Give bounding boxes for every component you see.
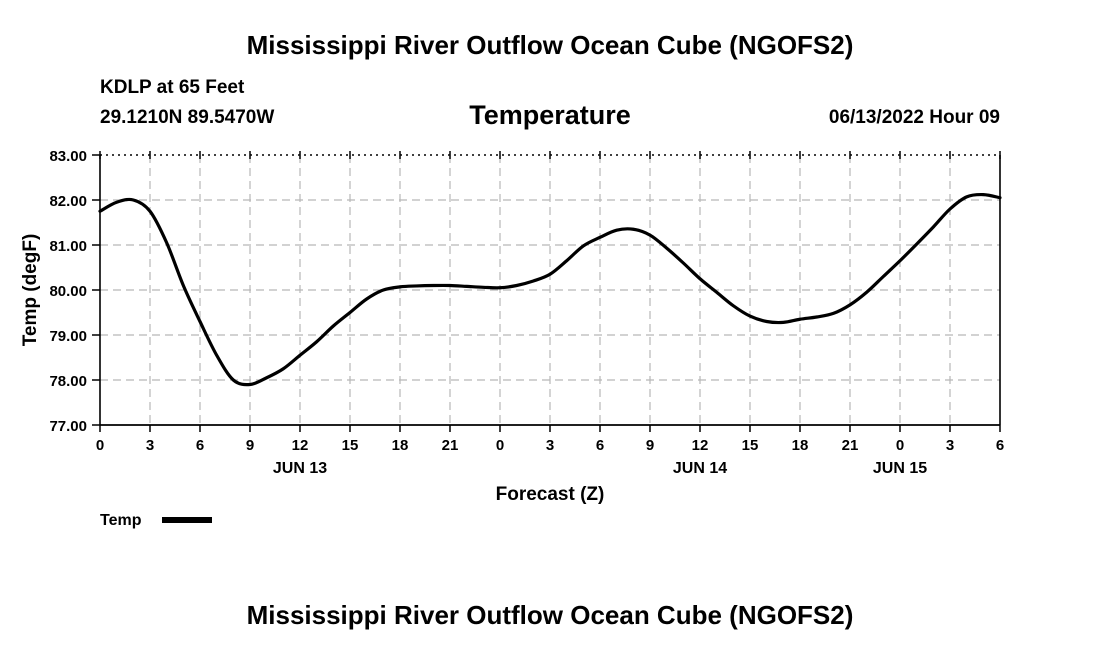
y-tick-label: 83.00: [49, 148, 87, 165]
axis-labels: 77.00 78.00 79.00 80.00 81.00 82.00 83.00 0 3 6 9 1…: [20, 148, 1004, 529]
x-tick-label: 18: [392, 437, 409, 454]
y-tick-label: 78.00: [49, 373, 87, 390]
plot-title: Temperature: [469, 100, 631, 130]
y-tick-label: 82.00: [49, 193, 87, 210]
x-tick-label: 18: [792, 437, 809, 454]
x-tick-label: 3: [946, 437, 954, 454]
x-tick-label: 0: [496, 437, 504, 454]
x-tick-label: 15: [342, 437, 359, 454]
day-label: JUN 14: [673, 460, 727, 477]
x-axis-title: Forecast (Z): [496, 484, 605, 505]
x-tick-label: 21: [442, 437, 459, 454]
y-tick-label: 79.00: [49, 328, 87, 345]
x-tick-label: 0: [96, 437, 104, 454]
x-tick-label: 3: [546, 437, 554, 454]
series: [98, 192, 1002, 387]
station-label: KDLP at 65 Feet: [100, 77, 245, 98]
axes: [92, 151, 1001, 432]
x-tick-label: 6: [996, 437, 1004, 454]
day-label: JUN 13: [273, 460, 327, 477]
x-tick-label: 9: [246, 437, 254, 454]
temperature-chart: 77.00 78.00 79.00 80.00 81.00 82.00 83.00 0 3 6 9 1…: [20, 148, 1004, 529]
coordinates-label: 29.1210N 89.5470W: [100, 107, 275, 128]
x-tick-label: 12: [692, 437, 709, 454]
x-tick-label: 6: [596, 437, 604, 454]
day-label: JUN 15: [873, 460, 927, 477]
x-tick-label: 12: [292, 437, 309, 454]
x-tick-label: 3: [146, 437, 154, 454]
y-tick-label: 77.00: [49, 418, 87, 435]
x-tick-label: 0: [896, 437, 904, 454]
y-axis-title: Temp (degF): [20, 234, 41, 347]
date-label: 06/13/2022 Hour 09: [828, 107, 1000, 128]
grid: [100, 154, 1000, 426]
x-tick-label: 21: [842, 437, 859, 454]
chart-main-title: Mississippi River Outflow Ocean Cube (NG…: [246, 30, 854, 60]
x-tick-label: 15: [742, 437, 759, 454]
legend-label: Temp: [100, 512, 142, 529]
footer-title: Mississippi River Outflow Ocean Cube (NG…: [246, 600, 854, 630]
y-tick-label: 80.00: [49, 283, 87, 300]
x-tick-label: 9: [646, 437, 654, 454]
series-line-temp: [98, 192, 1002, 387]
y-tick-label: 81.00: [49, 238, 87, 255]
x-tick-label: 6: [196, 437, 204, 454]
